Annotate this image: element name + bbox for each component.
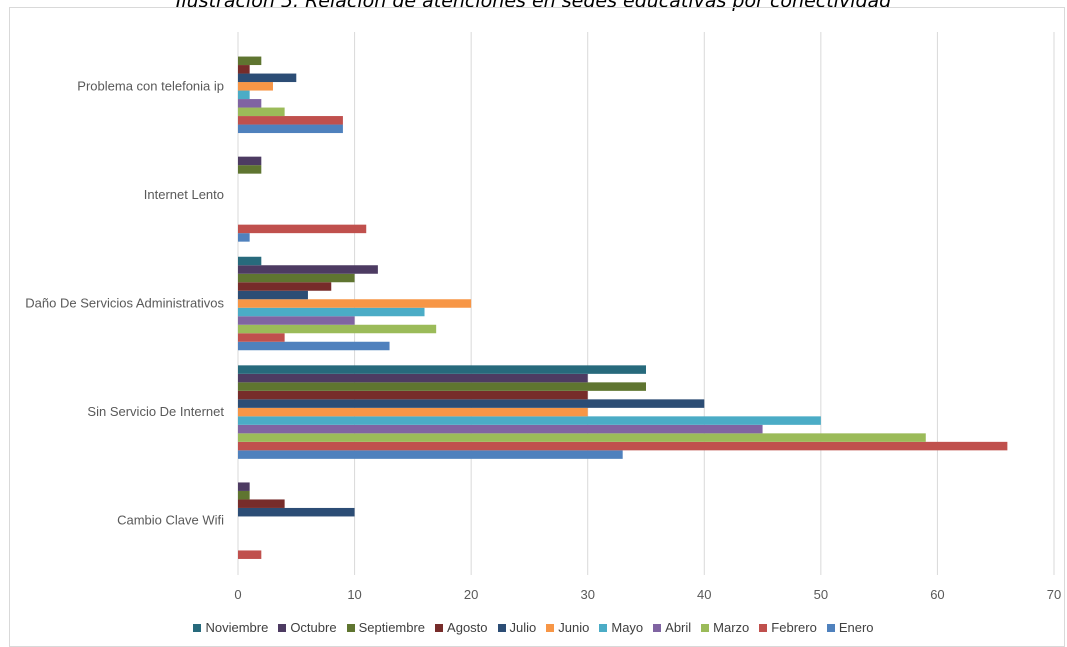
x-tick-label: 10	[347, 587, 361, 602]
legend-label: Septiembre	[358, 620, 426, 635]
bar-marzo-4	[238, 107, 285, 117]
bar-abril-2	[238, 316, 355, 325]
legend-item: Junio	[546, 620, 589, 635]
legend-swatch	[497, 623, 506, 632]
legend-swatch	[826, 623, 835, 632]
legend-label: Octubre	[290, 620, 337, 635]
bar-agosto-2	[238, 282, 332, 291]
bar-septiembre-0	[238, 490, 250, 500]
legend-item: Octubre	[278, 620, 337, 635]
legend-label: Enero	[838, 620, 874, 635]
legend-label: Abril	[665, 620, 692, 635]
bar-julio-4	[238, 73, 297, 83]
bar-febrero-4	[238, 116, 343, 125]
bar-marzo-1	[238, 433, 926, 442]
bar-septiembre-4	[238, 56, 262, 66]
bar-abril-1	[238, 424, 763, 434]
bar-abril-4	[238, 99, 262, 108]
bar-noviembre-1	[238, 365, 646, 374]
legend-item: Septiembre	[346, 620, 426, 635]
category-label: Daño De Servicios Administrativos	[25, 296, 224, 311]
legend-label: Agosto	[447, 620, 488, 635]
legend-label: Noviembre	[205, 620, 269, 635]
bar-julio-2	[238, 290, 308, 300]
bar-mayo-1	[238, 416, 821, 425]
legend-swatch	[653, 623, 662, 632]
bar-junio-1	[238, 407, 588, 417]
bar-noviembre-2	[238, 256, 262, 266]
legend-item: Mayo	[599, 620, 643, 635]
x-tick-label: 60	[930, 587, 944, 602]
bar-junio-4	[238, 82, 273, 91]
x-tick-label: 70	[1047, 587, 1061, 602]
bar-febrero-1	[238, 441, 1008, 451]
legend-label: Febrero	[771, 620, 817, 635]
category-label: Sin Servicio De Internet	[87, 404, 224, 419]
x-tick-label: 0	[234, 587, 241, 602]
bar-agosto-1	[238, 390, 588, 400]
legend-label: Marzo	[713, 620, 750, 635]
bar-enero-4	[238, 124, 343, 134]
legend-swatch	[435, 623, 444, 632]
bar-julio-0	[238, 507, 355, 517]
bar-enero-3	[238, 233, 250, 242]
bar-febrero-3	[238, 224, 367, 234]
bar-marzo-2	[238, 324, 437, 334]
bar-mayo-2	[238, 307, 425, 317]
category-label: Problema con telefonia ip	[77, 78, 224, 93]
bar-septiembre-3	[238, 165, 262, 174]
bar-octubre-1	[238, 373, 588, 383]
bar-agosto-0	[238, 499, 285, 508]
x-tick-label: 20	[464, 587, 478, 602]
bar-junio-2	[238, 299, 472, 308]
category-label: Cambio Clave Wifi	[117, 513, 224, 528]
legend-swatch	[346, 623, 355, 632]
legend-swatch	[599, 623, 608, 632]
bar-agosto-4	[238, 65, 250, 74]
legend-item: Abril	[653, 620, 691, 635]
bar-enero-2	[238, 341, 390, 351]
legend-swatch	[701, 623, 710, 632]
legend-label: Junio	[558, 620, 590, 635]
legend-label: Mayo	[611, 620, 644, 635]
bar-septiembre-1	[238, 382, 646, 391]
legend-item: Marzo	[701, 620, 749, 635]
legend-swatch	[193, 623, 202, 632]
legend-swatch	[759, 623, 768, 632]
bar-febrero-2	[238, 333, 285, 342]
chart-title: Ilustración 5. Relación de atenciones en…	[175, 0, 892, 12]
legend-swatch	[278, 623, 287, 632]
bar-julio-1	[238, 399, 705, 408]
bar-enero-1	[238, 450, 623, 459]
bar-mayo-4	[238, 90, 250, 100]
legend-item: Enero	[826, 620, 874, 635]
legend-item: Julio	[497, 620, 537, 635]
legend-item: Noviembre	[193, 620, 268, 635]
legend-item: Febrero	[759, 620, 817, 635]
legend-item: Agosto	[435, 620, 488, 635]
category-label: Internet Lento	[144, 187, 224, 202]
x-tick-label: 40	[697, 587, 711, 602]
x-tick-label: 50	[814, 587, 828, 602]
chart-legend: Noviembre Octubre Septiembre Agosto Julio Jun…	[0, 620, 1067, 635]
bar-febrero-0	[238, 550, 262, 559]
bar-octubre-3	[238, 156, 262, 166]
bar-septiembre-2	[238, 273, 355, 283]
bar-octubre-2	[238, 265, 378, 274]
legend-label: Julio	[509, 620, 537, 635]
x-tick-label: 30	[580, 587, 594, 602]
bar-octubre-0	[238, 482, 250, 491]
legend-swatch	[546, 623, 555, 632]
